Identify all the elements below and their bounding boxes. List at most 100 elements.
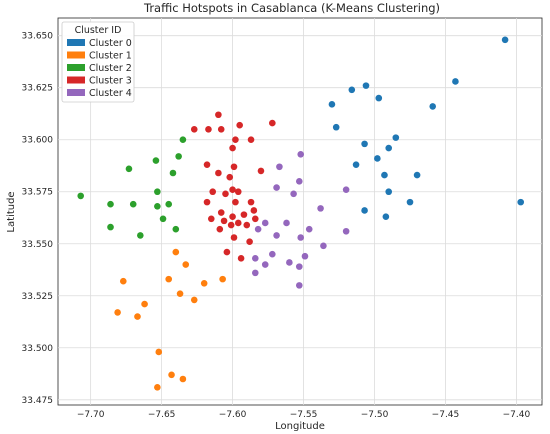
data-point-cluster-4 xyxy=(276,163,283,171)
data-point-cluster-3 xyxy=(247,198,255,206)
data-point-cluster-0 xyxy=(348,86,356,94)
legend-entry-label: Cluster 4 xyxy=(89,88,132,99)
x-tick-label: −7.70 xyxy=(77,410,105,420)
y-tick-label: 33.575 xyxy=(22,188,54,198)
data-point-cluster-3 xyxy=(215,111,222,119)
data-point-cluster-3 xyxy=(243,221,251,229)
data-point-cluster-4 xyxy=(305,225,313,233)
legend-swatch xyxy=(67,76,85,84)
data-point-cluster-3 xyxy=(250,207,258,214)
x-axis-label: Longitude xyxy=(275,421,325,432)
data-point-cluster-0 xyxy=(328,101,336,108)
y-tick-label: 33.500 xyxy=(22,344,54,354)
x-tick-label: −7.65 xyxy=(148,410,176,420)
data-point-cluster-2 xyxy=(175,153,182,160)
data-point-cluster-4 xyxy=(261,219,269,227)
data-point-cluster-1 xyxy=(155,348,163,356)
data-point-cluster-2 xyxy=(169,169,177,177)
data-point-cluster-1 xyxy=(114,309,121,316)
data-point-cluster-4 xyxy=(273,184,280,191)
data-point-cluster-2 xyxy=(137,232,144,239)
data-point-cluster-3 xyxy=(269,119,276,127)
y-axis-label: Latitude xyxy=(6,191,17,232)
data-point-cluster-2 xyxy=(154,202,161,210)
x-axis-ticks: −7.70 −7.65 −7.60 −7.55 −7.50 −7.45 −7.40 xyxy=(77,410,531,420)
data-point-cluster-1 xyxy=(154,384,161,391)
data-point-cluster-3 xyxy=(232,136,239,144)
data-point-cluster-3 xyxy=(215,169,222,177)
data-point-cluster-3 xyxy=(217,209,225,216)
data-point-cluster-3 xyxy=(234,219,242,227)
data-point-cluster-2 xyxy=(172,225,180,233)
y-axis-ticks: 33.475 33.500 33.525 33.550 33.575 33.600 33.6… xyxy=(22,32,54,406)
data-point-cluster-4 xyxy=(295,263,303,270)
data-point-cluster-4 xyxy=(301,252,309,260)
data-point-cluster-4 xyxy=(297,150,305,158)
data-point-cluster-0 xyxy=(501,36,509,44)
data-point-cluster-4 xyxy=(254,225,262,233)
data-point-cluster-2 xyxy=(107,200,114,208)
data-point-cluster-3 xyxy=(222,190,229,198)
data-point-cluster-4 xyxy=(273,232,280,239)
data-point-cluster-4 xyxy=(342,227,350,235)
data-point-cluster-2 xyxy=(125,165,133,173)
data-point-cluster-2 xyxy=(77,192,85,200)
y-tick-label: 33.525 xyxy=(22,292,54,302)
data-point-cluster-0 xyxy=(375,94,383,102)
data-point-cluster-4 xyxy=(283,219,290,227)
data-point-cluster-0 xyxy=(362,82,370,89)
data-point-cluster-1 xyxy=(119,277,127,285)
data-point-cluster-0 xyxy=(392,134,400,141)
y-tick-label: 33.650 xyxy=(22,32,54,42)
data-point-cluster-3 xyxy=(240,211,248,218)
data-point-cluster-3 xyxy=(217,126,225,133)
data-point-cluster-0 xyxy=(361,140,368,148)
x-tick-label: −7.50 xyxy=(361,410,389,420)
data-point-cluster-3 xyxy=(190,126,198,133)
data-point-cluster-3 xyxy=(236,121,243,129)
data-point-cluster-1 xyxy=(182,261,190,268)
data-point-cluster-4 xyxy=(317,205,324,212)
data-point-cluster-3 xyxy=(216,225,224,233)
y-tick-label: 33.625 xyxy=(22,84,54,94)
data-point-cluster-3 xyxy=(230,234,238,241)
data-point-cluster-1 xyxy=(141,300,148,308)
legend-entry-label: Cluster 0 xyxy=(89,38,132,49)
data-point-cluster-0 xyxy=(385,188,393,196)
data-point-cluster-1 xyxy=(179,375,187,383)
data-point-cluster-1 xyxy=(165,275,173,283)
data-point-cluster-4 xyxy=(342,186,350,193)
data-point-cluster-0 xyxy=(406,198,414,206)
data-point-cluster-4 xyxy=(251,255,259,262)
data-point-cluster-3 xyxy=(220,217,228,225)
data-point-cluster-3 xyxy=(205,126,212,133)
legend-swatch xyxy=(67,51,85,59)
data-point-cluster-1 xyxy=(190,296,198,304)
data-point-cluster-1 xyxy=(168,371,175,379)
data-point-cluster-3 xyxy=(251,215,259,223)
data-point-cluster-0 xyxy=(429,103,437,110)
data-point-cluster-2 xyxy=(179,136,187,144)
data-point-cluster-0 xyxy=(381,171,388,179)
data-point-cluster-0 xyxy=(361,207,368,214)
data-point-cluster-3 xyxy=(223,248,231,256)
x-tick-label: −7.55 xyxy=(290,410,318,420)
data-point-cluster-2 xyxy=(159,215,167,223)
legend-entry-label: Cluster 3 xyxy=(89,76,132,87)
data-point-cluster-3 xyxy=(230,163,238,171)
data-point-cluster-4 xyxy=(251,269,259,277)
data-point-cluster-0 xyxy=(517,198,525,206)
chart-title: Traffic Hotspots in Casablanca (K-Means … xyxy=(143,1,440,15)
data-point-cluster-3 xyxy=(229,213,236,221)
data-point-cluster-1 xyxy=(134,313,141,320)
legend-swatch xyxy=(67,64,85,71)
data-point-cluster-4 xyxy=(320,242,327,250)
data-point-cluster-3 xyxy=(232,198,239,206)
data-point-cluster-3 xyxy=(257,167,265,175)
data-point-cluster-0 xyxy=(332,123,340,131)
data-point-cluster-2 xyxy=(165,200,173,208)
data-point-cluster-0 xyxy=(352,161,360,168)
data-point-cluster-1 xyxy=(219,275,226,283)
grid-lines xyxy=(58,18,542,405)
